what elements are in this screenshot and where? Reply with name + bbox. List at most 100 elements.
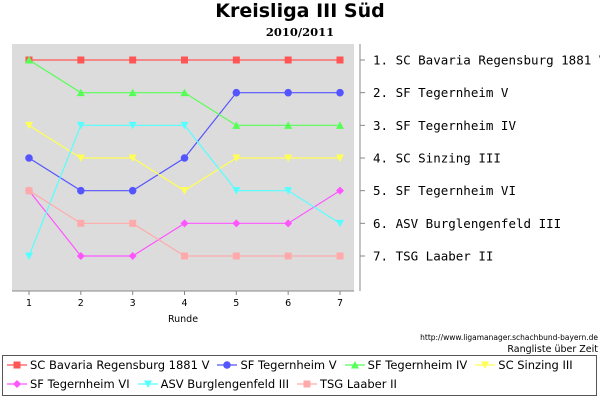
data-point (77, 56, 85, 64)
data-point (181, 252, 188, 260)
legend-label: ASV Burglengenfeld III (160, 377, 289, 391)
legend-label: SF Tegernheim V (240, 358, 337, 372)
legend-item: SF Tegernheim V (217, 358, 337, 372)
legend-marker (13, 380, 21, 388)
series-3 (25, 121, 344, 195)
data-point (284, 187, 293, 195)
legend-label: TSG Laaber II (319, 377, 397, 391)
data-point (336, 88, 344, 97)
data-point (180, 121, 189, 130)
data-point (181, 56, 188, 64)
rank-chart: 1 2 3 4 5 6 7 1. SC Bavaria Regensburg 1881 V 2… (12, 44, 600, 325)
data-point (284, 219, 293, 228)
data-point (77, 186, 85, 195)
legend-label: SF Tegernheim IV (367, 358, 468, 372)
legend-label: SF Tegernheim VI (30, 377, 130, 391)
data-point (284, 121, 293, 129)
data-point (180, 88, 189, 97)
data-point (76, 88, 85, 97)
data-point (284, 154, 293, 162)
legend-item: SF Tegernheim VI (7, 377, 130, 391)
legend-swatch (7, 361, 27, 369)
data-point (129, 219, 137, 227)
chart-caption: Rangliste über Zeit (507, 344, 598, 355)
legend-swatch (344, 361, 365, 369)
rank-label: 1. SC Bavaria Regensburg 1881 V (373, 53, 600, 68)
data-point (76, 252, 85, 260)
chart-subtitle: 2010/2011 (265, 25, 335, 39)
legend-swatch (217, 361, 238, 369)
data-point (128, 252, 137, 260)
legend-label: SC Sinzing III (498, 358, 573, 372)
x-tick-label: 2 (78, 298, 84, 309)
series-layer (25, 56, 344, 260)
legend-swatch (137, 380, 158, 388)
x-tick-label: 7 (337, 298, 343, 309)
legend-swatch (7, 380, 27, 388)
data-point (284, 252, 292, 260)
legend-marker (223, 361, 232, 369)
series-6 (25, 187, 344, 260)
x-axis-label: Runde (168, 314, 198, 325)
data-point (336, 252, 344, 260)
data-point (128, 88, 137, 97)
data-point (336, 219, 344, 228)
data-point (284, 56, 292, 64)
data-point (129, 56, 137, 64)
data-point (336, 186, 344, 195)
data-point (128, 154, 137, 162)
legend-marker (13, 361, 21, 369)
x-tick-label: 6 (285, 298, 291, 309)
legend-item: SC Sinzing III (475, 358, 573, 372)
data-point (25, 154, 33, 162)
data-point (76, 154, 85, 162)
data-point (180, 154, 189, 162)
legend-row: SC Bavaria Regensburg 1881 V SF Tegernhei… (7, 358, 581, 372)
data-point (284, 88, 292, 97)
data-point (25, 56, 33, 64)
legend-marker (143, 380, 152, 388)
data-point (232, 121, 241, 129)
legend-marker (350, 361, 359, 369)
chart-title: Kreisliga III Süd (215, 0, 385, 22)
legend-item: ASV Burglengenfeld III (137, 377, 289, 391)
x-tick-label: 3 (130, 298, 136, 309)
data-point (76, 121, 85, 130)
data-point (232, 219, 241, 228)
legend-row: SF Tegernheim VI ASV Burglengenfeld III TS… (7, 377, 405, 391)
data-point (25, 121, 33, 130)
legend-swatch (296, 380, 317, 388)
data-point (232, 252, 240, 260)
data-point (128, 121, 137, 130)
legend-marker (303, 380, 311, 388)
rank-label: 6. ASV Burglengenfeld III (373, 216, 561, 231)
rank-label: 4. SC Sinzing III (373, 151, 501, 166)
data-point (77, 219, 85, 227)
rank-label: 5. SF Tegernheim VI (373, 183, 516, 198)
x-tick-label: 1 (26, 298, 32, 309)
series-1 (25, 88, 344, 195)
legend-swatch (475, 361, 496, 369)
rank-label: 7. TSG Laaber II (373, 249, 493, 264)
data-point (25, 252, 33, 260)
data-point (232, 154, 241, 162)
series-5 (25, 121, 344, 260)
rank-label: 2. SF Tegernheim V (373, 85, 509, 100)
data-point (232, 88, 241, 97)
data-point (128, 186, 137, 195)
data-point (336, 121, 344, 129)
legend-item: SF Tegernheim IV (344, 358, 468, 372)
rank-ticks: 1. SC Bavaria Regensburg 1881 V 2. SF Teg… (360, 53, 600, 264)
legend-item: SC Bavaria Regensburg 1881 V (7, 358, 209, 372)
data-point (25, 187, 33, 195)
series-2 (25, 56, 344, 129)
legend-item: TSG Laaber II (296, 377, 397, 391)
x-ticks: 1 2 3 4 5 6 7 (26, 291, 343, 309)
data-point (336, 154, 344, 162)
x-tick-label: 5 (233, 298, 239, 309)
rank-label: 3. SF Tegernheim IV (373, 118, 516, 133)
legend-marker (481, 361, 490, 369)
source-url: http://www.ligamanager.schachbund-bayern… (420, 333, 598, 342)
data-point (232, 56, 240, 64)
data-point (232, 187, 241, 195)
